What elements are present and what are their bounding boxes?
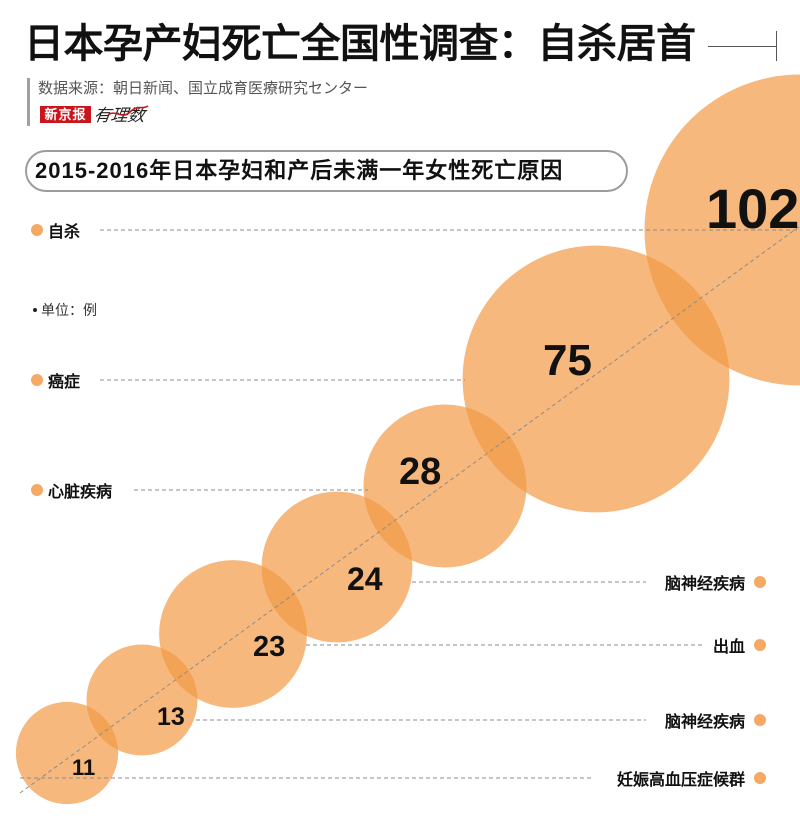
- source-text: 数据来源：朝日新闻、国立成育医療研究センター: [38, 80, 369, 97]
- category-label-cancer: 癌症: [31, 370, 81, 391]
- bubble-layer: [15, 74, 800, 805]
- category-label-hemorrhage: 出血: [712, 635, 766, 656]
- guide-layer: [19, 225, 800, 794]
- dot-icon: [754, 576, 766, 588]
- xinjingbao-logo: 新京报: [40, 106, 91, 123]
- category-label-suicide: 自杀: [31, 220, 81, 241]
- value-label-cerebral-disease: 24: [347, 561, 383, 597]
- youlishu-logo: 有理数: [94, 105, 149, 126]
- category-text: 自杀: [48, 224, 81, 241]
- unit-text: 单位：例: [41, 302, 97, 318]
- title-rule-tick: [776, 31, 777, 61]
- category-label-hypertensive-disorders: 妊娠高血压症候群: [616, 768, 766, 789]
- category-text: 心脏疾病: [48, 484, 113, 501]
- value-label-hypertensive-disorders: 11: [72, 755, 95, 780]
- dot-icon: [31, 374, 43, 386]
- value-label-suicide: 102: [706, 177, 799, 240]
- bubble-hypertensive-disorders: [15, 701, 119, 805]
- bullet-icon: [33, 308, 37, 312]
- value-label-cancer: 75: [543, 336, 592, 385]
- category-text: 妊娠高血压症候群: [616, 772, 745, 789]
- dot-icon: [754, 714, 766, 726]
- dot-icon: [754, 639, 766, 651]
- logo-swoosh: [107, 105, 149, 116]
- value-label-heart-disease: 28: [399, 451, 441, 493]
- category-text: 出血: [712, 639, 745, 656]
- chart-title: 2015-2016年日本孕妇和产后未满一年女性死亡原因: [35, 158, 564, 183]
- category-text: 癌症: [48, 374, 81, 391]
- bubble-cancer: [462, 245, 730, 513]
- category-label-cerebral-disease-small: 脑神经疾病: [664, 710, 766, 731]
- value-label-hemorrhage: 23: [253, 631, 285, 663]
- bubble-cerebral-disease-small: [86, 644, 198, 756]
- category-text: 脑神经疾病: [664, 714, 745, 731]
- category-label-heart-disease: 心脏疾病: [31, 480, 113, 501]
- bubble-hemorrhage: [159, 560, 307, 708]
- dot-icon: [31, 224, 43, 236]
- category-label-cerebral-disease: 脑神经疾病: [664, 572, 766, 593]
- category-text: 脑神经疾病: [664, 576, 745, 593]
- value-label-layer: 102 75 28 24 23 13 11: [72, 177, 799, 780]
- page-title: 日本孕产妇死亡全国性调查：自杀居首: [24, 22, 696, 66]
- value-label-cerebral-disease-small: 13: [157, 703, 185, 731]
- dot-icon: [31, 484, 43, 496]
- chart-title-pill: 2015-2016年日本孕妇和产后未满一年女性死亡原因: [25, 150, 628, 192]
- youlishu-logo-text: 有理数: [94, 106, 148, 126]
- unit-note: 单位：例: [33, 301, 97, 319]
- dot-icon: [754, 772, 766, 784]
- source-divider: [27, 78, 30, 126]
- title-rule: [708, 46, 776, 47]
- bubble-heart-disease: [363, 404, 527, 568]
